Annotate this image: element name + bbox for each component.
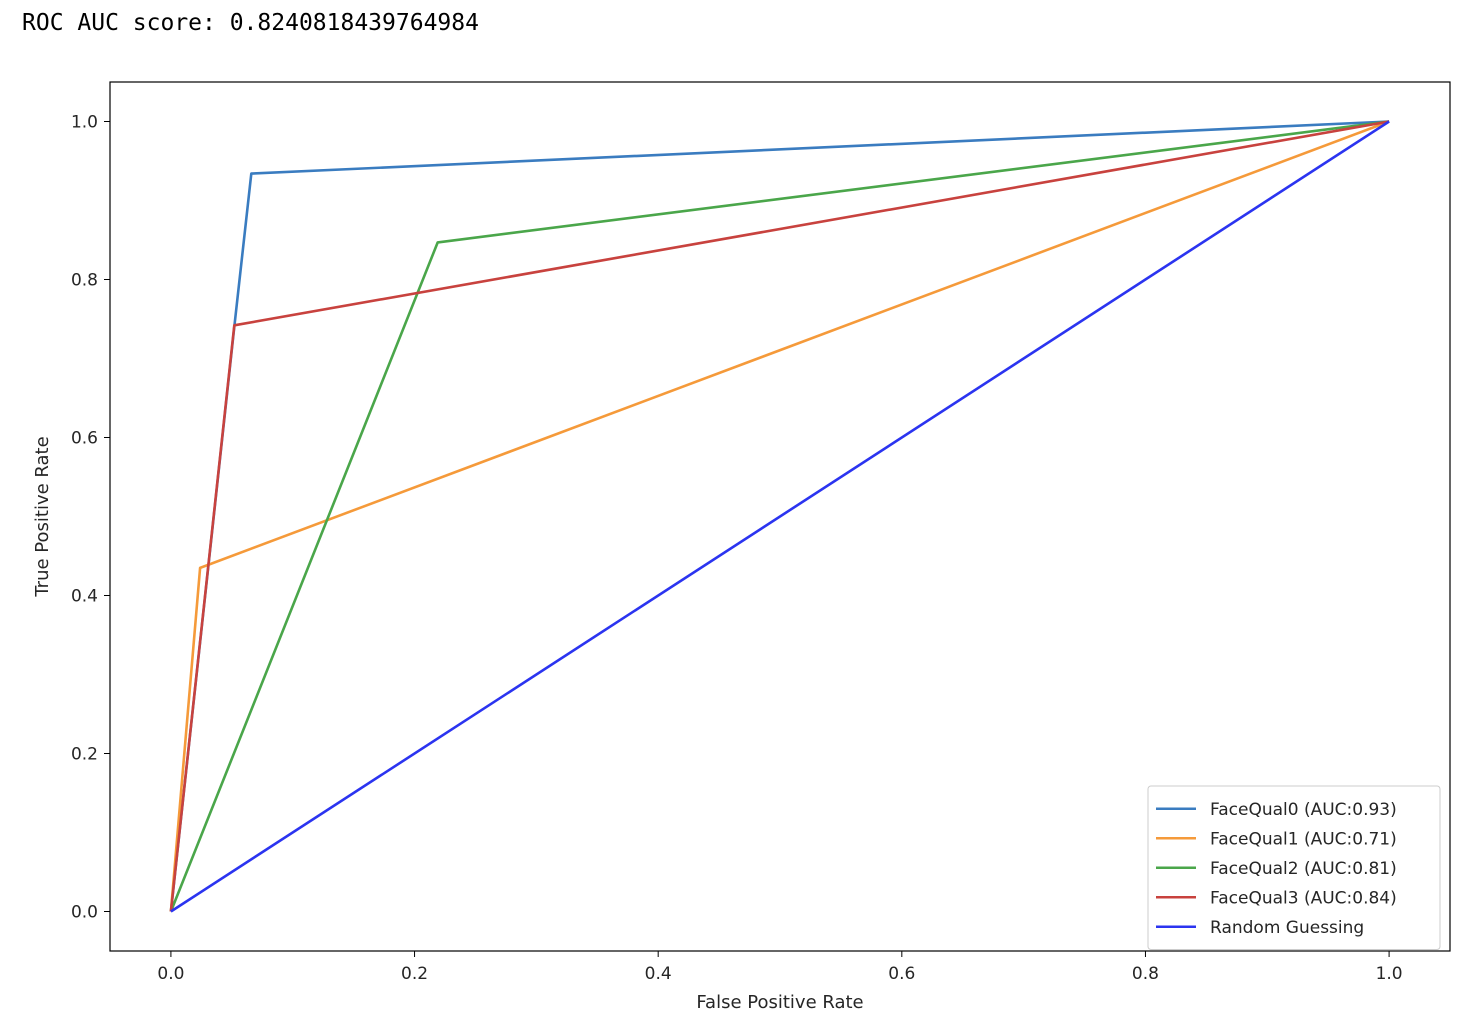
y-tick-label: 0.4 <box>71 587 98 607</box>
roc-auc-score-output: ROC AUC score: 0.8240818439764984 <box>22 10 479 36</box>
series-line-1 <box>169 120 1390 912</box>
x-axis-label: False Positive Rate <box>696 992 863 1013</box>
x-tick-label: 1.0 <box>1376 964 1403 984</box>
y-axis-ticks: 0.0 0.2 0.4 0.6 0.8 1.0 <box>71 113 110 923</box>
legend-box <box>1147 785 1441 950</box>
x-tick-label: 0.8 <box>1132 964 1159 984</box>
legend-label: FaceQual1 (AUC:0.71) <box>1210 829 1397 849</box>
y-tick-label: 0.2 <box>71 745 98 765</box>
legend-label: FaceQual0 (AUC:0.93) <box>1210 800 1397 820</box>
series-line-2 <box>169 120 1390 912</box>
y-tick-label: 0.6 <box>71 429 98 449</box>
y-tick-label: 0.8 <box>71 271 98 291</box>
chart-legend: FaceQual0 (AUC:0.93) FaceQual1 (AUC:0.71)… <box>1147 785 1441 950</box>
y-tick-label: 0.0 <box>71 903 98 923</box>
x-tick-label: 0.0 <box>157 964 184 984</box>
x-axis-ticks: 0.0 0.2 0.4 0.6 0.8 1.0 <box>157 951 1403 984</box>
y-axis-label: True Positive Rate <box>32 436 53 597</box>
legend-label: FaceQual2 (AUC:0.81) <box>1210 859 1397 879</box>
series-line-3 <box>169 120 1390 912</box>
x-tick-label: 0.6 <box>888 964 915 984</box>
plot-area-frame <box>109 81 1451 952</box>
series-line-4 <box>170 120 1390 913</box>
x-tick-label: 0.2 <box>401 964 428 984</box>
legend-label: FaceQual3 (AUC:0.84) <box>1210 888 1397 908</box>
x-tick-label: 0.4 <box>645 964 672 984</box>
y-tick-label: 1.0 <box>71 113 98 133</box>
plot-lines <box>169 120 1390 913</box>
legend-label: Random Guessing <box>1210 918 1364 938</box>
